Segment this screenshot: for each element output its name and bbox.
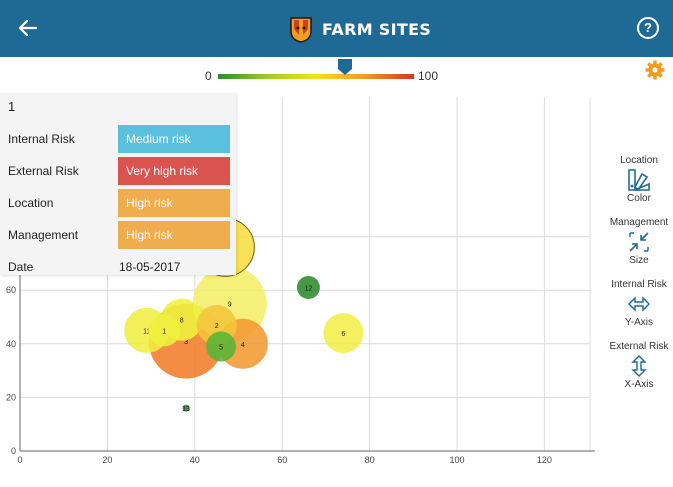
mapping-x-axis[interactable]: External Risk X-Axis [605, 341, 673, 390]
risk-scale-bar[interactable] [218, 74, 414, 79]
y-tick-label: 20 [6, 392, 16, 402]
help-button[interactable]: ? [637, 17, 659, 39]
info-row-label: External Risk [8, 164, 79, 178]
bubble[interactable]: 1 [148, 314, 181, 347]
risk-badge: Medium risk [118, 125, 230, 153]
y-tick-label: 40 [6, 339, 16, 349]
x-tick-label: 40 [190, 455, 200, 465]
bubble-circle[interactable] [148, 314, 181, 347]
bubble[interactable]: 6 [323, 313, 364, 354]
bubble-label: 11 [143, 328, 150, 335]
site-id: 1 [8, 99, 16, 114]
bubble-label: 8 [180, 318, 184, 325]
brand: FARM SITES [288, 14, 431, 44]
mapping-target-label: Y-Axis [625, 317, 653, 328]
bubble-label: 9 [228, 302, 232, 309]
mapping-source-label: Internal Risk [611, 279, 667, 290]
risk-badge: High risk [118, 221, 230, 249]
bubble-label: 4 [241, 342, 245, 349]
x-tick-label: 80 [365, 455, 375, 465]
bubble-label: 5 [219, 344, 223, 351]
bubble-label: 6 [341, 331, 345, 338]
bubble-circle[interactable] [182, 404, 190, 412]
back-button[interactable] [14, 14, 42, 42]
x-tick-label: 120 [537, 455, 552, 465]
mapping-source-label: Location [620, 155, 658, 166]
bubble-circle[interactable] [296, 276, 320, 300]
app-title: FARM SITES [322, 19, 432, 39]
site-info-card: 1 Internal Risk Medium risk External Ris… [0, 93, 236, 275]
mapping-target-label: Color [627, 193, 651, 204]
bubble[interactable]: 5 [206, 331, 237, 362]
x-tick-label: 20 [102, 455, 112, 465]
scale-slider-handle[interactable] [338, 59, 353, 75]
mapping-target-label: X-Axis [624, 379, 654, 390]
bubble-label: 2 [215, 323, 219, 330]
horizontal-arrows-icon [628, 296, 650, 312]
bubble-label: 13 [182, 406, 190, 413]
mapping-source-label: External Risk [609, 341, 669, 352]
bubble-circle[interactable] [206, 331, 237, 362]
x-tick-label: 100 [449, 455, 464, 465]
x-tick-label: 0 [17, 455, 22, 465]
question-circle-icon: ? [644, 20, 652, 35]
info-row-internal-risk: Internal Risk Medium risk [0, 124, 236, 154]
bubble-label: 1 [162, 328, 166, 335]
arrow-left-icon [18, 19, 38, 37]
scale-min-label: 0 [205, 69, 212, 83]
info-row-date: Date 18-05-2017 [0, 252, 236, 282]
info-row-management: Management High risk [0, 220, 236, 250]
mapping-size[interactable]: Management Size [605, 217, 673, 266]
risk-badge: High risk [118, 189, 230, 217]
x-tick-label: 60 [277, 455, 287, 465]
info-row-label: Location [8, 196, 54, 210]
info-row-external-risk: External Risk Very high risk [0, 156, 236, 186]
info-row-location: Location High risk [0, 188, 236, 218]
bubble[interactable]: 13 [182, 404, 190, 414]
mapping-target-label: Size [629, 255, 649, 266]
bubble-label: 3 [184, 339, 188, 346]
info-row-label: Internal Risk [8, 132, 75, 146]
color-palette-icon [628, 169, 650, 192]
bubble-label: 12 [305, 286, 313, 293]
app-bar: FARM SITES ? [0, 0, 673, 57]
pig-logo-icon [290, 17, 312, 43]
mapping-color[interactable]: Location Color [605, 155, 673, 204]
y-tick-label: 60 [6, 285, 16, 295]
gear-icon[interactable] [645, 60, 665, 80]
bubble-circle[interactable] [323, 313, 364, 354]
mapping-y-axis[interactable]: Internal Risk Y-Axis [605, 279, 673, 328]
vertical-arrows-icon [631, 355, 647, 377]
date-value: 18-05-2017 [119, 260, 181, 274]
collapse-arrows-icon [629, 232, 649, 252]
mapping-source-label: Management [609, 217, 669, 228]
info-row-label: Date [8, 260, 34, 274]
scale-max-label: 100 [418, 69, 439, 83]
y-tick-label: 0 [11, 446, 16, 456]
risk-badge: Very high risk [118, 157, 230, 185]
bubble[interactable]: 12 [296, 276, 320, 300]
info-row-label: Management [8, 228, 79, 242]
